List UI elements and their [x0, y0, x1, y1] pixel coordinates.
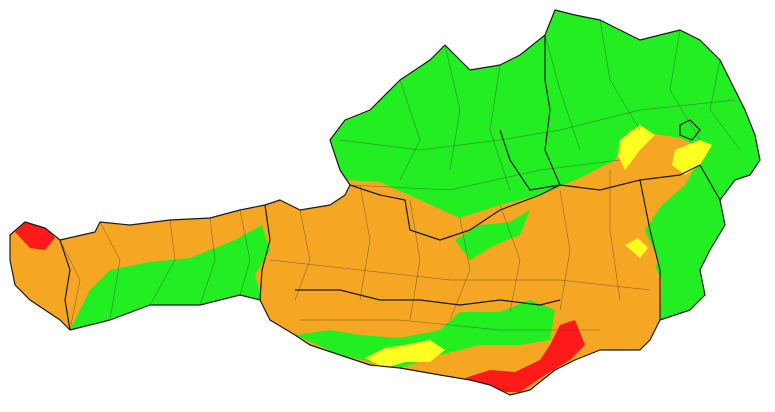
level-yellow: [625, 238, 648, 258]
level-green: [295, 300, 555, 368]
level-yellow: [618, 125, 655, 170]
level-green: [70, 225, 270, 330]
district-borders: [59, 19, 741, 331]
level-yellow: [365, 340, 445, 368]
level-green: [655, 250, 705, 320]
level-yellow: [672, 140, 712, 175]
state-borders: [9, 9, 761, 396]
level-green: [455, 210, 530, 260]
level-red: [465, 320, 585, 392]
